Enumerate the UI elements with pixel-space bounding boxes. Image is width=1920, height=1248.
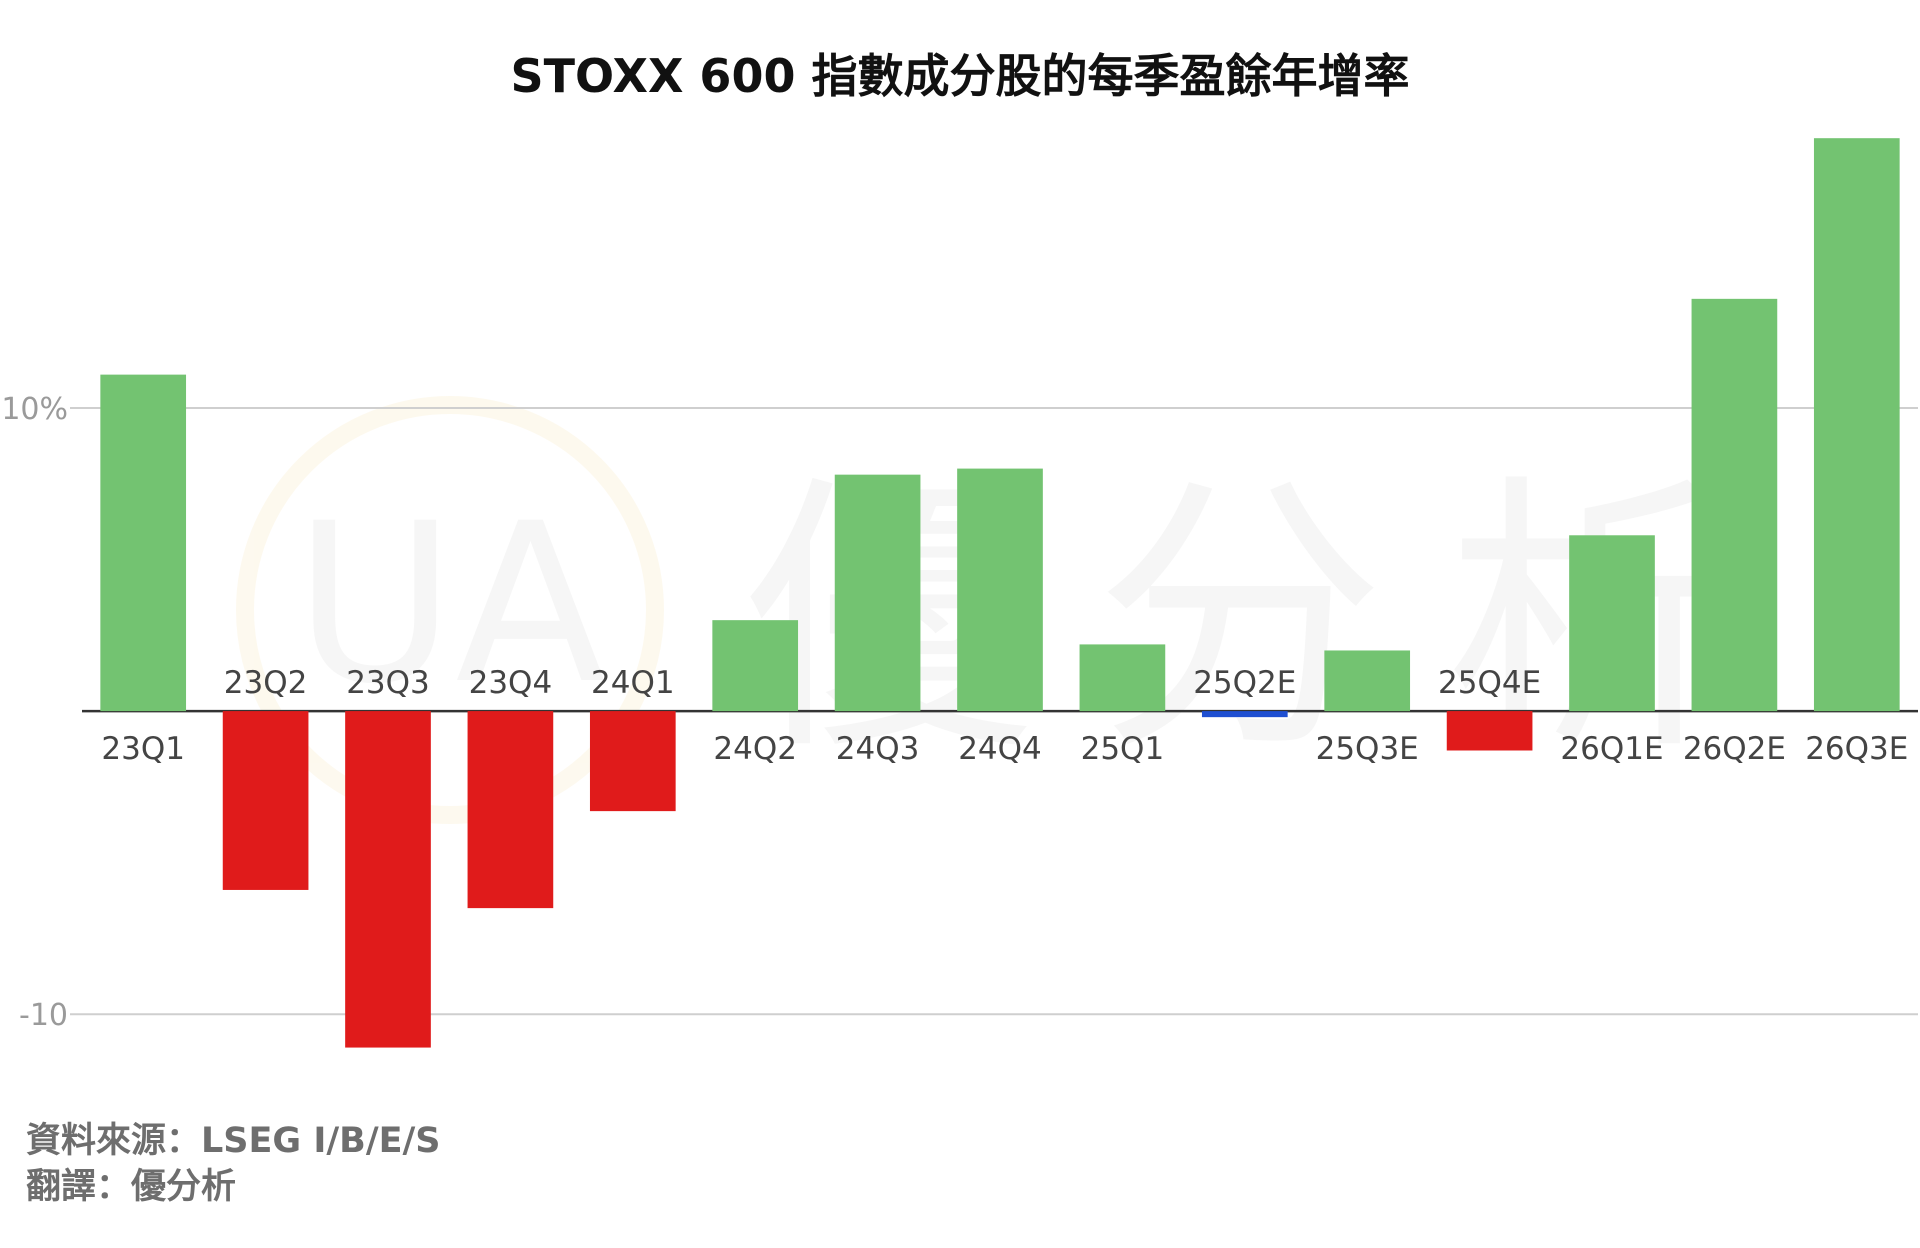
source-note: 資料來源：LSEG I/B/E/S xyxy=(26,1121,441,1161)
category-label-23q3: 23Q3 xyxy=(346,665,430,701)
category-label-24q4: 24Q4 xyxy=(958,731,1042,767)
category-label-24q3: 24Q3 xyxy=(836,731,920,767)
category-label-26q1e: 26Q1E xyxy=(1560,731,1663,767)
watermark-logo-text: UA xyxy=(294,476,606,732)
bar-24q3 xyxy=(834,474,921,712)
y-tick-label: -10 xyxy=(19,998,68,1033)
category-label-26q2e: 26Q2E xyxy=(1683,731,1786,767)
category-labels: 23Q1 23Q2 23Q3 23Q4 24Q1 24Q2 24Q3 24Q4 25Q1 25Q2… xyxy=(101,665,1908,767)
y-tick-label: 10% xyxy=(1,392,68,427)
bar-25q4e xyxy=(1446,711,1533,751)
category-label-23q4: 23Q4 xyxy=(469,665,553,701)
bar-23q4 xyxy=(467,711,554,909)
footer: 資料來源：LSEG I/B/E/S 翻譯：優分析 xyxy=(26,1118,441,1210)
category-label-25q4e: 25Q4E xyxy=(1438,665,1541,701)
bar-23q1 xyxy=(100,374,187,712)
category-label-25q1: 25Q1 xyxy=(1081,731,1165,767)
category-label-25q3e: 25Q3E xyxy=(1316,731,1419,767)
bar-24q1 xyxy=(589,711,676,812)
bar-26q1e xyxy=(1569,535,1655,712)
bar-23q2 xyxy=(222,711,309,890)
category-label-24q2: 24Q2 xyxy=(713,731,797,767)
bar-26q2e xyxy=(1691,298,1778,712)
category-label-24q1: 24Q1 xyxy=(591,665,675,701)
bar-25q2e xyxy=(1201,711,1288,718)
bar-25q1 xyxy=(1079,644,1166,712)
category-label-25q2e: 25Q2E xyxy=(1193,665,1296,701)
bar-24q4 xyxy=(957,468,1043,712)
watermark-logo-ring xyxy=(236,396,664,824)
category-label-26q3e: 26Q3E xyxy=(1805,731,1908,767)
bar-24q2 xyxy=(712,620,799,712)
category-label-23q1: 23Q1 xyxy=(101,731,185,767)
chart-title: STOXX 600 指數成分股的每季盈餘年增率 xyxy=(510,49,1410,103)
bar-23q3 xyxy=(345,711,431,1048)
category-label-23q2: 23Q2 xyxy=(224,665,308,701)
translation-note: 翻譯：優分析 xyxy=(26,1167,237,1207)
bar-25q3e xyxy=(1324,650,1411,712)
bars xyxy=(100,138,1900,1048)
bar-26q3e xyxy=(1813,138,1900,712)
